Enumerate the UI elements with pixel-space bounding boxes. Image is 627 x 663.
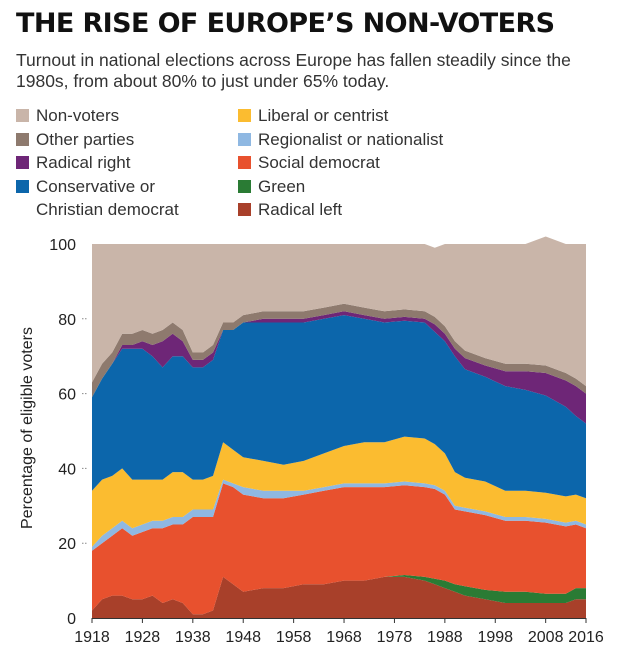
legend-label: Non-voters xyxy=(36,106,120,125)
area-radical-right xyxy=(92,311,586,424)
legend-label: Conservative or Christian democrat xyxy=(36,176,179,220)
x-tick-label: 1968 xyxy=(326,629,362,646)
area-green xyxy=(92,575,586,615)
legend-label: Liberal or centrist xyxy=(258,106,389,125)
x-tick-label: 1918 xyxy=(74,629,110,646)
legend-item-green: Green xyxy=(238,175,618,199)
x-tick-label: 1988 xyxy=(427,629,463,646)
legend-item-radical-left: Radical left xyxy=(238,198,618,222)
legend-swatch xyxy=(16,156,29,169)
y-tick-label: 40 xyxy=(58,461,76,478)
legend-label: Social democrat xyxy=(258,153,380,172)
legend-item-non-voters: Non-voters xyxy=(16,104,226,128)
legend-swatch xyxy=(16,179,29,193)
legend-label: Regionalist or nationalist xyxy=(258,129,444,149)
x-tick-label: 1978 xyxy=(377,629,413,646)
chart-subtitle: Turnout in national elections across Eur… xyxy=(16,50,571,91)
legend-swatch xyxy=(238,179,251,193)
chart-title: THE RISE OF EUROPE’S NON-VOTERS xyxy=(16,8,555,39)
legend-item-other-parties: Other parties xyxy=(16,128,226,152)
legend-label: Radical right xyxy=(36,153,131,172)
legend-swatch xyxy=(238,156,251,169)
legend-item-liberal-or-centrist: Liberal or centrist xyxy=(238,104,618,128)
area-radical-left xyxy=(92,576,586,618)
legend-label: Other parties xyxy=(36,129,135,149)
area-liberal-or-centrist xyxy=(92,436,586,547)
area-layers xyxy=(92,236,586,618)
y-tick-label: 100 xyxy=(49,237,76,254)
area-other-parties xyxy=(92,303,586,398)
y-tick-label: 0 xyxy=(67,611,76,628)
legend-item-regionalist-or-nationalist: Regionalist or nationalist xyxy=(238,128,618,152)
legend-label: Radical left xyxy=(258,200,343,219)
legend-item-conservative-or-christian-democrat: Conservative or Christian democrat xyxy=(16,175,226,222)
x-tick-label: 1998 xyxy=(477,629,513,646)
x-tick-label: 1928 xyxy=(125,629,161,646)
legend-column-right: Liberal or centrist Regionalist or nation… xyxy=(238,104,618,222)
legend-item-radical-right: Radical right xyxy=(16,151,226,175)
x-tick-label: 2016 xyxy=(568,629,604,646)
y-tick-label: 60 xyxy=(58,387,76,404)
legend-label: Green xyxy=(258,176,306,196)
legend-item-social-democrat: Social democrat xyxy=(238,151,618,175)
stacked-area-chart: 0 20 40 60 80 100 1918 1928 1938 1948 1958 1968 1978… xyxy=(19,236,604,646)
legend-swatch xyxy=(238,203,251,216)
legend-swatch xyxy=(16,109,29,122)
area-regionalist-or-nationalist xyxy=(92,479,586,551)
y-axis-label: Percentage of eligible voters xyxy=(19,327,36,529)
area-conservative-or-christian-democrat xyxy=(92,315,586,499)
legend-swatch xyxy=(238,109,251,122)
legend-swatch xyxy=(238,132,251,146)
area-non-voters xyxy=(92,236,586,387)
legend-swatch xyxy=(16,132,29,146)
area-social-democrat xyxy=(92,483,586,615)
x-tick-label: 1938 xyxy=(175,629,211,646)
x-tick-label: 2008 xyxy=(528,629,564,646)
legend-column-left: Non-voters Other parties Radical right Cons… xyxy=(16,104,226,222)
y-tick-label: 20 xyxy=(58,536,76,553)
axes: 0 20 40 60 80 100 1918 1928 1938 1948 1958 1968 1978… xyxy=(49,237,604,646)
x-tick-label: 1948 xyxy=(225,629,261,646)
y-tick-label: 80 xyxy=(58,312,76,329)
x-tick-label: 1958 xyxy=(276,629,312,646)
